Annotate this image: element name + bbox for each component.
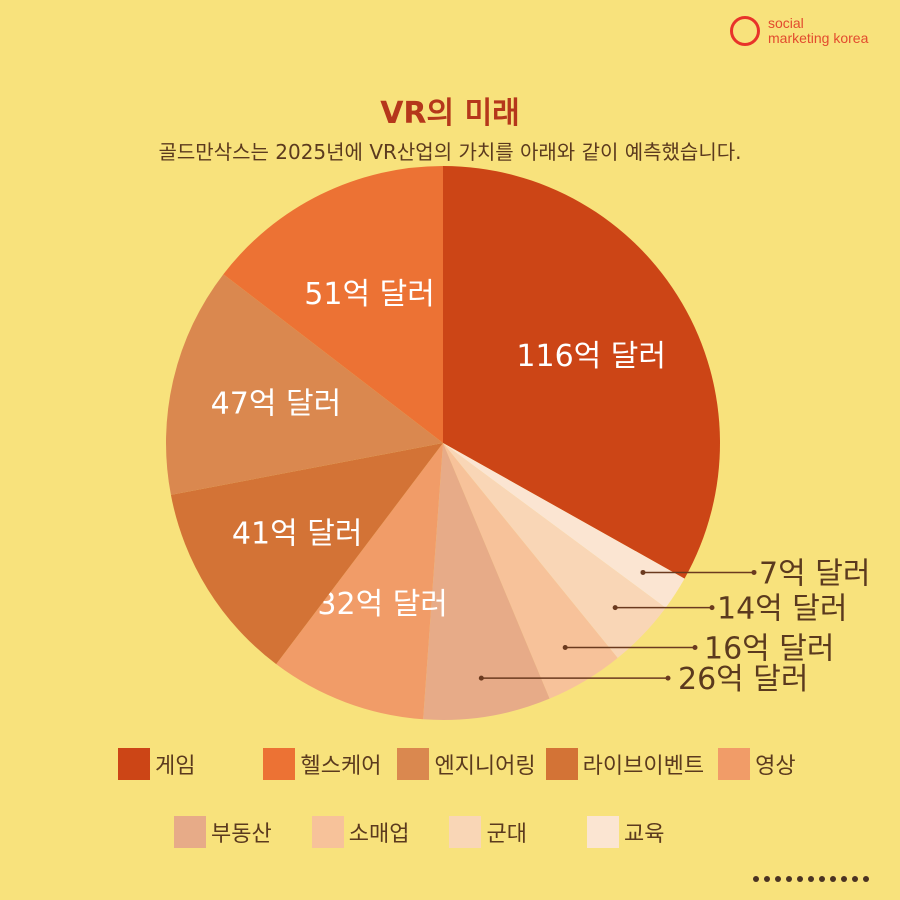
brand-text: social marketing korea — [768, 16, 868, 46]
indicator-dot — [808, 876, 814, 882]
legend-swatch — [449, 816, 482, 848]
legend-item: 게임 — [118, 748, 195, 780]
brand-circle-icon — [730, 16, 760, 46]
pie-value-label: 51억 달러 — [304, 277, 435, 312]
legend-label: 소매업 — [348, 822, 410, 847]
legend-swatch — [586, 816, 619, 848]
legend-swatch — [545, 748, 578, 780]
callout-dot — [692, 644, 698, 650]
pie-value-label: 14억 달러 — [717, 592, 848, 627]
pie-value-label: 7억 달러 — [759, 556, 870, 591]
legend-label: 라이브이벤트 — [582, 754, 705, 779]
indicator-dot — [841, 876, 847, 882]
legend-item: 군대 — [449, 816, 527, 848]
legend-item: 헬스케어 — [263, 748, 381, 780]
legend-label: 부동산 — [211, 822, 272, 847]
brand-line-2: marketing korea — [768, 30, 869, 46]
brand-line-1: social — [768, 15, 804, 31]
indicator-dot — [863, 876, 869, 882]
legend-label: 엔지니어링 — [434, 754, 536, 779]
legend-label: 영상 — [755, 754, 796, 779]
page-indicator-dots — [753, 876, 874, 882]
legend-label: 교육 — [623, 822, 665, 847]
pie-slice — [423, 443, 550, 720]
pie-value-label: 47억 달러 — [211, 386, 342, 421]
callout-dot — [751, 569, 757, 575]
pie-slice — [443, 443, 666, 659]
legend-item: 소매업 — [311, 816, 410, 848]
legend-label: 군대 — [486, 822, 527, 847]
pie-value-label: 26억 달러 — [678, 662, 809, 697]
legend-item: 라이브이벤트 — [545, 748, 705, 780]
pie-slice — [443, 443, 618, 699]
callout-dot — [665, 675, 671, 681]
legend-swatch — [174, 816, 206, 848]
indicator-dot — [797, 876, 803, 882]
legend-item: 부동산 — [174, 816, 272, 848]
legend-row-2: 부동산 소매업 군대 교육 — [174, 816, 664, 848]
pie-value-label: 41억 달러 — [232, 517, 363, 552]
page-title: VR의 미래 — [380, 96, 520, 131]
pie-slice — [443, 443, 685, 608]
indicator-dot — [819, 876, 825, 882]
pie-slice — [170, 443, 443, 665]
indicator-dot — [753, 876, 759, 882]
legend-swatch — [118, 748, 150, 780]
pie-slice — [166, 274, 444, 495]
legend-item: 영상 — [718, 748, 796, 780]
brand-logo: social marketing korea — [730, 16, 868, 46]
legend-swatch — [311, 816, 344, 848]
indicator-dot — [786, 876, 792, 882]
indicator-dot — [852, 876, 858, 882]
callout-dot — [478, 675, 484, 681]
pie-value-label: 16억 달러 — [704, 631, 835, 666]
legend-swatch — [397, 748, 430, 780]
callout-dot — [612, 605, 618, 611]
pie-slice — [223, 166, 443, 443]
callout-dot — [709, 605, 715, 611]
indicator-dot — [775, 876, 781, 882]
callout-dot — [640, 569, 646, 575]
pie-slice — [443, 166, 720, 579]
pie-value-label: 116억 달러 — [516, 339, 666, 374]
pie-value-label: 32억 달러 — [317, 587, 448, 622]
legend-item: 엔지니어링 — [397, 748, 536, 780]
legend-swatch — [718, 748, 751, 780]
page-subtitle: 골드만삭스는 2025년에 VR산업의 가치를 아래와 같이 예측했습니다. — [158, 140, 742, 164]
legend-label: 헬스케어 — [300, 754, 382, 779]
callout-dot — [562, 644, 568, 650]
legend-label: 게임 — [155, 754, 196, 779]
legend-swatch — [263, 748, 296, 780]
legend-row-1: 게임 헬스케어 엔지니어링 라이브이벤트 영상 — [118, 748, 796, 780]
pie-slice — [276, 443, 443, 720]
indicator-dot — [830, 876, 836, 882]
legend-item: 교육 — [586, 816, 665, 848]
indicator-dot — [764, 876, 770, 882]
